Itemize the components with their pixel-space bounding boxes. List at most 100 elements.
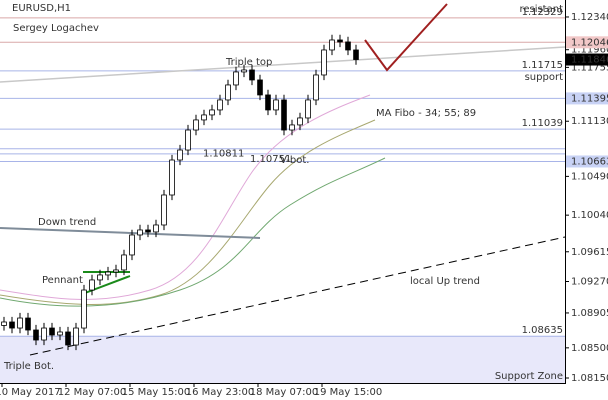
- candle-body: [41, 327, 47, 341]
- candle-body: [249, 69, 255, 81]
- y-tick-label: 1.10490: [571, 171, 608, 182]
- level-axis-label: 1.11395: [571, 93, 608, 104]
- candle-body: [273, 99, 279, 111]
- y-tick-label: 1.11960: [571, 45, 608, 56]
- x-tick-label: 18 May 07:00: [250, 387, 319, 398]
- level-axis-label: 1.10663: [571, 156, 608, 167]
- candle-body: [233, 71, 239, 86]
- support-zone: [0, 336, 565, 383]
- y-axis: [565, 0, 566, 383]
- candle-body: [1, 321, 7, 326]
- candle-body: [25, 317, 31, 331]
- y-tick-label: 1.08500: [571, 343, 608, 354]
- channel-line: [0, 46, 566, 83]
- candle-body: [169, 159, 175, 196]
- candle-body: [49, 327, 55, 336]
- candle-body: [209, 109, 215, 116]
- y-tick-label: 1.11130: [571, 116, 608, 127]
- level-label: 1.10811: [203, 149, 244, 160]
- candle-body: [121, 254, 127, 271]
- candle-body: [161, 194, 167, 226]
- level-label: 1.12329: [522, 7, 563, 18]
- x-axis: [0, 383, 566, 384]
- candle-body: [337, 39, 343, 43]
- candle-body: [289, 124, 295, 131]
- annotation: V-bot.: [280, 155, 309, 166]
- annotation: Down trend: [38, 217, 96, 228]
- candle-body: [321, 49, 327, 76]
- level-axis-box: [566, 155, 608, 168]
- candle-body: [129, 234, 135, 256]
- candle-body: [297, 117, 303, 126]
- candle-body: [257, 79, 263, 96]
- forecast-arrow: [364, 3, 448, 72]
- level-axis-box: [566, 36, 608, 49]
- x-tick-label: 12 May 07:00: [58, 387, 127, 398]
- annotation: support: [525, 72, 563, 83]
- x-tick-label: 15 May 15:00: [122, 387, 191, 398]
- ma-34: [0, 94, 371, 300]
- candle-body: [241, 69, 247, 73]
- y-tick-label: 1.08150: [571, 373, 608, 384]
- candle-body: [33, 329, 39, 341]
- annotation: Pennant: [42, 275, 83, 286]
- candle-body: [65, 331, 71, 346]
- y-tick-label: 1.09270: [571, 276, 608, 287]
- candle-body: [57, 331, 63, 336]
- annotation: Triple top: [225, 57, 272, 68]
- candle-body: [137, 229, 143, 236]
- annotation: Support Zone: [495, 371, 563, 382]
- candle-body: [193, 119, 199, 131]
- candle-body: [185, 129, 191, 151]
- candle-body: [145, 229, 151, 233]
- candle-body: [73, 327, 79, 346]
- x-tick-label: 10 May 2017: [0, 387, 61, 398]
- candle-body: [89, 279, 95, 291]
- y-tick-label: 1.08905: [571, 308, 608, 319]
- candle-body: [81, 289, 87, 329]
- candle-body: [225, 84, 231, 101]
- candle-body: [353, 49, 359, 60]
- candle-body: [201, 114, 207, 121]
- annotation: Triple Bot.: [3, 361, 54, 372]
- background: [0, 17, 565, 383]
- annotation: MA Fibo - 34; 55; 89: [376, 108, 476, 119]
- level-label: 1.10751: [250, 154, 291, 165]
- candle-body: [177, 149, 183, 161]
- level-axis-label: 1.12046: [571, 37, 608, 48]
- level-label: 1.11039: [522, 118, 563, 129]
- current-price-box: [566, 53, 608, 66]
- candle-body: [281, 99, 287, 131]
- x-tick-label: 19 May 15:00: [314, 387, 383, 398]
- candle-body: [97, 274, 103, 281]
- chart-title: EURUSD,H1: [12, 3, 71, 14]
- current-price-label: 1.11846: [571, 55, 608, 66]
- level-axis-box: [566, 92, 608, 105]
- level-label: 1.11715: [522, 60, 563, 71]
- candle-body: [305, 99, 311, 119]
- candle-body: [313, 74, 319, 101]
- annotation: resistant: [519, 4, 563, 15]
- y-tick-label: 1.10040: [571, 210, 608, 221]
- plot: 1.12340 1.11960 1.11755 1.11130 1.10490 1.100…: [0, 4, 608, 398]
- down-trend-line: [0, 227, 261, 239]
- candle-body: [113, 269, 119, 273]
- candle-body: [9, 321, 15, 329]
- candle-body: [217, 99, 223, 111]
- annotation: Sergey Logachev: [13, 23, 99, 34]
- candle-body: [105, 271, 111, 276]
- y-tick-label: 1.09615: [571, 247, 608, 258]
- annotation: local Up trend: [410, 276, 480, 287]
- y-tick-label: 1.12340: [571, 12, 608, 23]
- candle-body: [329, 39, 335, 51]
- drawings: [0, 3, 566, 356]
- candle-body: [345, 41, 351, 51]
- level-label: 1.08635: [522, 325, 563, 336]
- candle-body: [153, 224, 159, 233]
- candle-body: [265, 94, 271, 111]
- up-trend-line: [29, 236, 566, 356]
- candle-body: [17, 317, 23, 329]
- y-tick-label: 1.11755: [571, 62, 608, 73]
- x-tick-label: 16 May 23:00: [186, 387, 255, 398]
